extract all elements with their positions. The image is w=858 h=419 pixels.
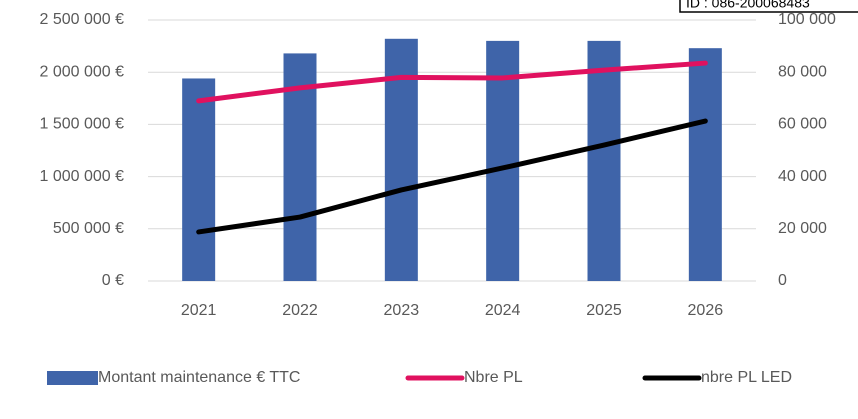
legend-item: Nbre PL [464,369,523,386]
y-tick-label: 500 000 € [53,220,124,237]
bar [182,78,216,282]
x-tick-label: 2024 [485,302,521,319]
grid [148,19,756,282]
legend-item: nbre PL LED [701,369,793,386]
x-tick-label: 2026 [688,302,724,319]
id-box [679,0,858,13]
legend-swatch [47,371,98,385]
y-tick-label: 1 000 000 € [39,168,124,185]
line [196,118,708,235]
y2-tick-label: 80 000 [778,63,827,80]
legend-label: Nbre PL [464,369,523,386]
y2-tick-label: 60 000 [778,116,827,133]
bar [587,40,621,281]
line [196,60,708,104]
y2-tick-label: 40 000 [778,168,827,185]
y2-tick-label: 100 000 [778,11,836,28]
y-tick-label: 2 500 000 € [39,11,124,28]
bar [688,48,722,281]
legend-label: Montant maintenance € TTC [98,369,301,386]
bar [486,40,520,281]
x-tick-label: 2021 [181,302,217,319]
annotation: ID : 086-200068483 [686,0,810,11]
legend-label: nbre PL LED [701,369,793,386]
y2-tick-label: 20 000 [778,220,827,237]
y2-tick-label: 0 [778,272,787,289]
legend-item: Montant maintenance € TTC [98,369,301,386]
y-tick-label: 2 000 000 € [39,63,124,80]
y-tick-label: 1 500 000 € [39,116,124,133]
x-tick-label: 2022 [282,302,318,319]
x-tick-label: 2025 [586,302,622,319]
y-tick-label: 0 € [102,272,124,289]
x-tick-label: 2023 [384,302,420,319]
